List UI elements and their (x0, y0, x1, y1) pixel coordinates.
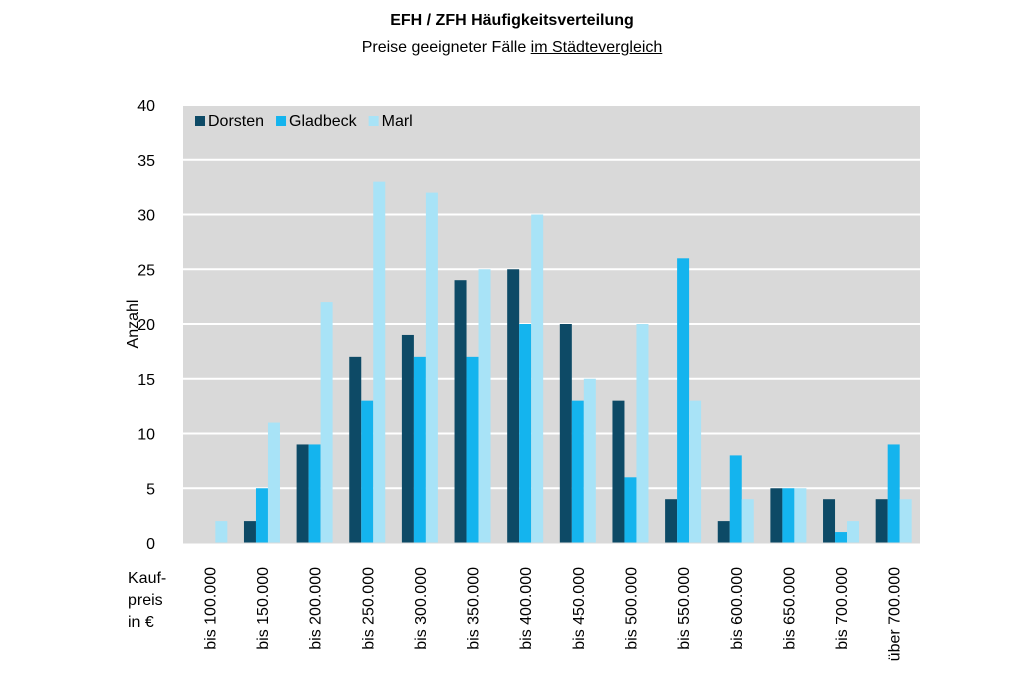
x-tick-label: bis 100.000 (202, 567, 219, 650)
legend-label-dorsten: Dorsten (208, 113, 264, 130)
bar-gladbeck (413, 356, 426, 543)
bar-dorsten (717, 521, 730, 543)
x-tick-label: über 700.000 (887, 567, 904, 661)
chart-title: EFH / ZFH Häufigkeitsverteilung (390, 12, 634, 29)
bar-gladbeck (677, 258, 690, 543)
bar-marl (636, 324, 649, 543)
bar-gladbeck (466, 356, 479, 543)
legend-label-marl: Marl (382, 113, 413, 130)
bar-dorsten (559, 324, 572, 543)
subtitle-underlined-text: im Städtevergleich (530, 39, 663, 56)
x-axis-label-line-3: in € (128, 614, 154, 631)
bar-marl (320, 302, 333, 543)
x-tick-label: bis 700.000 (834, 567, 851, 650)
y-tick-label: 25 (137, 262, 155, 279)
y-axis-title: Anzahl (125, 300, 142, 349)
y-tick-label: 15 (137, 372, 155, 389)
bar-marl (689, 400, 702, 543)
bar-gladbeck (308, 444, 321, 543)
legend-swatch-dorsten (195, 116, 205, 126)
bar-dorsten (823, 499, 836, 543)
bar-dorsten (296, 444, 309, 543)
x-tick-label: bis 400.000 (518, 567, 535, 650)
bar-gladbeck (255, 488, 268, 543)
bar-dorsten (507, 269, 520, 543)
bar-marl (847, 521, 860, 543)
bar-marl (373, 181, 386, 543)
bar-marl (425, 192, 438, 543)
bar-dorsten (243, 521, 256, 543)
x-axis-label-line-1: Kauf- (128, 570, 167, 587)
y-tick-label: 30 (137, 208, 155, 225)
y-tick-label: 40 (137, 98, 155, 115)
legend-swatch-marl (368, 116, 379, 126)
bar-gladbeck (835, 532, 848, 543)
bar-marl (741, 499, 754, 543)
bar-gladbeck (729, 455, 742, 543)
x-tick-label: bis 250.000 (360, 567, 377, 650)
bar-dorsten (454, 280, 467, 543)
x-tick-label: bis 350.000 (466, 567, 483, 650)
y-tick-label: 20 (137, 317, 155, 334)
bar-gladbeck (887, 444, 900, 543)
x-tick-label: bis 600.000 (729, 567, 746, 650)
bar-marl (478, 269, 491, 543)
bar-marl (583, 378, 596, 543)
x-tick-label: bis 450.000 (571, 567, 588, 650)
x-tick-label: bis 200.000 (308, 567, 325, 650)
y-tick-label: 0 (146, 536, 155, 553)
legend-label-gladbeck: Gladbeck (289, 113, 358, 130)
bar-dorsten (875, 499, 888, 543)
bar-gladbeck (519, 324, 532, 543)
x-tick-label: bis 500.000 (623, 567, 640, 650)
chart-subtitle: Preise geeigneter Fälle im Städteverglei… (0, 39, 1024, 57)
x-tick-label: bis 650.000 (781, 567, 798, 650)
bar-dorsten (770, 488, 783, 543)
bar-gladbeck (624, 477, 637, 543)
y-tick-label: 5 (146, 481, 155, 498)
y-tick-label: 35 (137, 153, 155, 170)
bar-dorsten (665, 499, 678, 543)
x-tick-label: bis 150.000 (255, 567, 272, 650)
x-tick-label: bis 300.000 (413, 567, 430, 650)
subtitle-text: Preise geeigneter Fälle (361, 39, 531, 56)
x-axis-label-line-2: preis (128, 592, 163, 609)
bar-dorsten (612, 400, 625, 543)
y-tick-label: 10 (137, 427, 155, 444)
bar-marl (899, 499, 912, 543)
bar-dorsten (401, 334, 414, 543)
bar-marl (794, 488, 807, 543)
bar-marl (267, 422, 280, 543)
bar-marl (215, 521, 228, 543)
bar-gladbeck (361, 400, 374, 543)
bar-dorsten (349, 356, 362, 543)
x-tick-label: bis 550.000 (676, 567, 693, 650)
bar-gladbeck (782, 488, 795, 543)
legend-swatch-gladbeck (276, 116, 287, 126)
bar-gladbeck (571, 400, 584, 543)
bar-marl (531, 214, 544, 543)
